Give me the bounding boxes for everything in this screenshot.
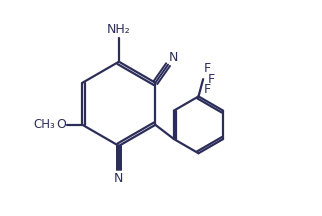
Text: F: F xyxy=(208,73,215,86)
Text: N: N xyxy=(169,51,178,64)
Text: F: F xyxy=(204,83,211,96)
Text: N: N xyxy=(114,172,124,185)
Text: CH₃: CH₃ xyxy=(33,118,55,131)
Text: O: O xyxy=(56,118,66,131)
Text: F: F xyxy=(204,62,211,75)
Text: NH₂: NH₂ xyxy=(107,23,131,36)
